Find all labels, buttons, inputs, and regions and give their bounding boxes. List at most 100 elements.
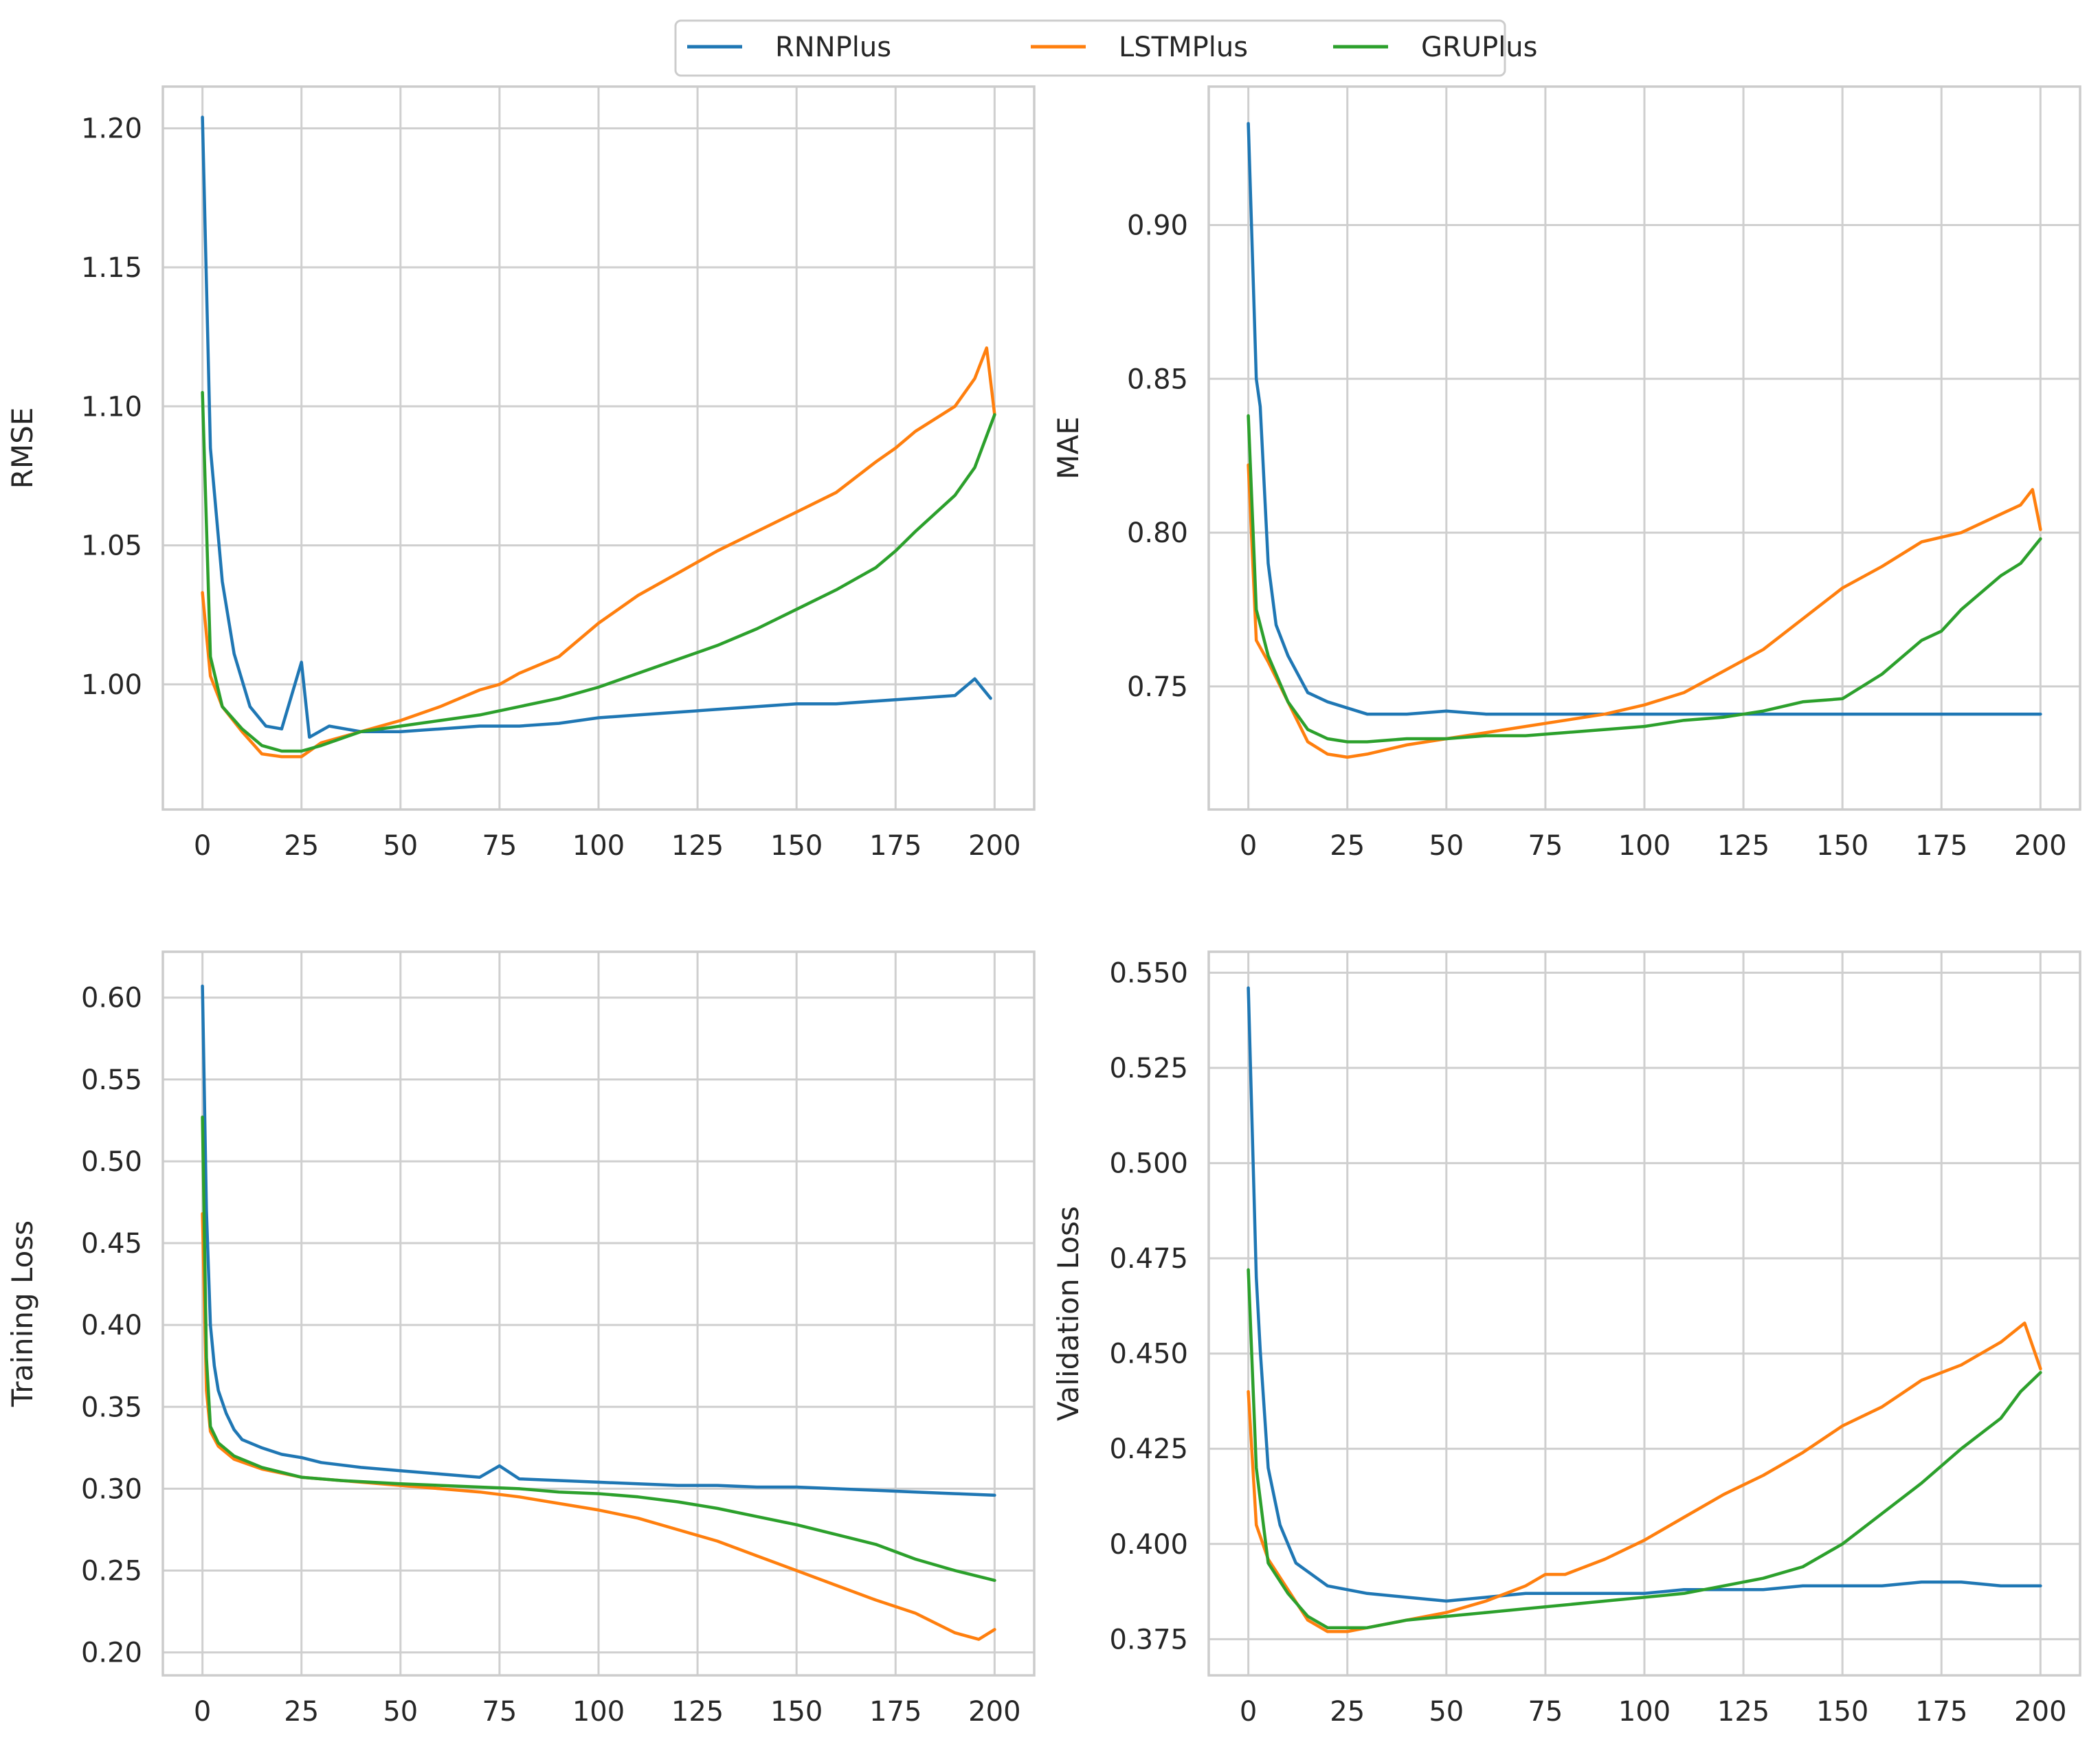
y-tick-label: 0.425 xyxy=(1109,1433,1188,1465)
x-tick-label: 50 xyxy=(383,1696,418,1728)
lstmplus-line xyxy=(1247,463,2042,759)
y-tick-label: 0.35 xyxy=(81,1392,142,1423)
y-tick-label: 0.550 xyxy=(1109,957,1188,989)
gruplus-line xyxy=(1247,414,2042,744)
lstmplus-line xyxy=(201,346,996,759)
mae-axes-frame xyxy=(1207,85,2081,811)
x-tick-label: 125 xyxy=(1717,830,1769,862)
legend-box xyxy=(674,19,1506,77)
training-loss-grid xyxy=(163,952,1034,1675)
legend: RNNPlus LSTMPlus GRUPlus xyxy=(674,19,1538,77)
x-tick-label: 0 xyxy=(1240,1696,1257,1728)
lstmplus-line xyxy=(201,1212,996,1641)
x-tick-label: 200 xyxy=(968,830,1020,862)
x-tick-label: 200 xyxy=(2014,1696,2066,1728)
y-tick-label: 1.05 xyxy=(81,531,142,562)
y-tick-label: 0.525 xyxy=(1109,1053,1188,1084)
legend-entry-rnnplus: RNNPlus xyxy=(687,32,891,63)
training-loss-y-axis-label: Training Loss xyxy=(5,1220,39,1407)
y-tick-label: 1.20 xyxy=(81,113,142,145)
y-tick-label: 0.40 xyxy=(81,1310,142,1341)
x-tick-label: 125 xyxy=(671,830,724,862)
x-tick-label: 0 xyxy=(1240,830,1257,862)
y-tick-label: 0.475 xyxy=(1109,1243,1188,1275)
y-tick-label: 1.15 xyxy=(81,252,142,284)
x-tick-label: 200 xyxy=(968,1696,1020,1728)
rnnplus-line xyxy=(201,115,992,739)
gruplus-line xyxy=(1247,1268,2042,1629)
y-tick-label: 0.30 xyxy=(81,1473,142,1505)
rnnplus-line xyxy=(1247,986,2042,1603)
x-tick-label: 0 xyxy=(194,830,211,862)
x-tick-label: 25 xyxy=(1330,830,1365,862)
training-loss-panel: 0 25 50 75 100 125 150 175 200 0.20 0.25 0.30 0.35 0.… xyxy=(5,950,1036,1728)
legend-entry-lstmplus: LSTMPlus xyxy=(1031,32,1248,63)
y-tick-label: 0.80 xyxy=(1127,517,1188,549)
x-tick-label: 175 xyxy=(869,1696,921,1728)
y-tick-label: 0.90 xyxy=(1127,210,1188,241)
x-tick-label: 50 xyxy=(383,830,418,862)
x-tick-label: 175 xyxy=(869,830,921,862)
x-tick-label: 75 xyxy=(1528,1696,1563,1728)
legend-label: GRUPlus xyxy=(1421,32,1538,63)
x-tick-label: 75 xyxy=(482,1696,517,1728)
validation-loss-axes-frame xyxy=(1207,950,2081,1677)
y-tick-label: 0.45 xyxy=(81,1228,142,1260)
validation-loss-y-axis-label: Validation Loss xyxy=(1051,1206,1085,1421)
validation-loss-grid xyxy=(1209,952,2080,1675)
x-tick-label: 125 xyxy=(671,1696,724,1728)
y-tick-label: 1.10 xyxy=(81,391,142,423)
legend-entry-gruplus: GRUPlus xyxy=(1333,32,1538,63)
rmse-axes-frame xyxy=(161,85,1036,811)
y-tick-label: 0.20 xyxy=(81,1638,142,1669)
y-tick-label: 0.55 xyxy=(81,1064,142,1096)
x-tick-label: 150 xyxy=(770,830,823,862)
subplot-grid: 0 25 50 75 100 125 150 175 200 1.00 1.05 1.10 1.15 1.… xyxy=(5,85,2081,1728)
x-tick-label: 25 xyxy=(1330,1696,1365,1728)
x-tick-label: 150 xyxy=(770,1696,823,1728)
gruplus-line xyxy=(201,390,996,753)
x-tick-label: 175 xyxy=(1915,830,1967,862)
rmse-panel: 0 25 50 75 100 125 150 175 200 1.00 1.05 1.10 1.15 1.… xyxy=(5,85,1036,862)
x-tick-label: 0 xyxy=(194,1696,211,1728)
x-tick-label: 25 xyxy=(284,830,319,862)
x-tick-label: 100 xyxy=(1618,830,1671,862)
legend-label: LSTMPlus xyxy=(1119,32,1248,63)
x-tick-label: 200 xyxy=(2014,830,2066,862)
x-tick-label: 50 xyxy=(1429,830,1464,862)
lstmplus-line xyxy=(1247,1321,2042,1633)
x-tick-label: 125 xyxy=(1717,1696,1769,1728)
mae-y-axis-label: MAE xyxy=(1051,416,1085,480)
y-tick-label: 0.50 xyxy=(81,1146,142,1178)
x-tick-label: 75 xyxy=(1528,830,1563,862)
validation-loss-series-group xyxy=(1247,986,2042,1633)
y-tick-label: 0.450 xyxy=(1109,1339,1188,1370)
x-tick-label: 100 xyxy=(572,1696,625,1728)
rnnplus-line xyxy=(201,984,996,1497)
x-tick-label: 150 xyxy=(1816,830,1868,862)
training-loss-series-group xyxy=(201,984,996,1641)
rmse-grid xyxy=(163,87,1034,809)
mae-series-group xyxy=(1247,122,2042,759)
rmse-y-axis-label: RMSE xyxy=(5,407,39,489)
x-tick-label: 50 xyxy=(1429,1696,1464,1728)
validation-loss-panel: 0 25 50 75 100 125 150 175 200 0.375 0.400 0.425 0.4… xyxy=(1051,950,2081,1728)
legend-label: RNNPlus xyxy=(775,32,891,63)
y-tick-label: 0.400 xyxy=(1109,1529,1188,1561)
x-tick-label: 150 xyxy=(1816,1696,1868,1728)
x-tick-label: 75 xyxy=(482,830,517,862)
x-tick-label: 175 xyxy=(1915,1696,1967,1728)
y-tick-label: 0.60 xyxy=(81,983,142,1014)
y-tick-label: 0.75 xyxy=(1127,671,1188,703)
x-tick-label: 100 xyxy=(572,830,625,862)
gruplus-line xyxy=(201,1115,996,1583)
mae-grid xyxy=(1209,87,2080,809)
x-tick-label: 100 xyxy=(1618,1696,1671,1728)
y-tick-label: 0.25 xyxy=(81,1556,142,1587)
mae-panel: 0 25 50 75 100 125 150 175 200 0.75 0.80 0.85 0.90 MA… xyxy=(1051,85,2081,862)
training-loss-axes-frame xyxy=(161,950,1036,1677)
rnnplus-line xyxy=(1247,122,2042,716)
y-tick-label: 0.85 xyxy=(1127,364,1188,395)
